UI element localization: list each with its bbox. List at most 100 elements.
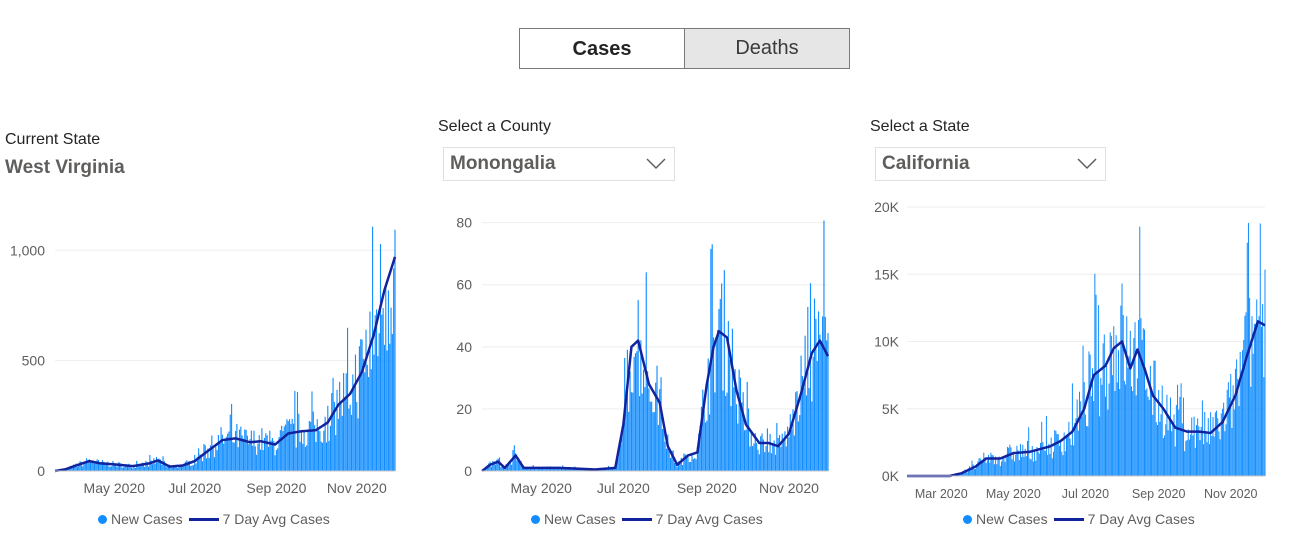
new-cases-bar: [507, 463, 509, 471]
new-cases-bar: [347, 327, 349, 471]
new-cases-bar: [103, 461, 105, 471]
new-cases-bar: [246, 435, 248, 471]
new-cases-bar: [302, 443, 304, 471]
new-cases-bar: [704, 422, 707, 471]
new-cases-bar: [225, 436, 227, 471]
new-cases-bar: [299, 441, 301, 471]
new-cases-bar: [68, 468, 71, 471]
state-dropdown[interactable]: California: [875, 147, 1106, 181]
new-cases-bar: [1138, 320, 1140, 476]
new-cases-bar: [59, 469, 61, 471]
new-cases-bar: [1151, 390, 1153, 476]
new-cases-bar: [567, 468, 569, 471]
new-cases-bar: [1195, 425, 1197, 476]
new-cases-bar: [267, 446, 270, 471]
new-cases-bar: [1088, 351, 1090, 476]
new-cases-bar: [714, 392, 716, 471]
new-cases-bar: [741, 402, 743, 471]
new-cases-bar: [173, 466, 175, 471]
new-cases-bar: [656, 365, 658, 471]
new-cases-bar: [605, 468, 607, 471]
new-cases-bar: [528, 467, 530, 471]
new-cases-bar: [67, 467, 69, 471]
county-dropdown[interactable]: Monongalia: [443, 147, 675, 181]
new-cases-bar: [1260, 326, 1262, 476]
deaths-tab[interactable]: Deaths: [685, 28, 850, 69]
x-tick-label: Jul 2020: [1062, 487, 1109, 501]
legend-avg-cases: 7 Day Avg Cases: [655, 511, 763, 527]
new-cases-bar: [186, 460, 188, 471]
new-cases-bar: [1084, 414, 1086, 476]
new-cases-bar: [1120, 305, 1122, 476]
new-cases-bar: [383, 344, 386, 471]
new-cases-bar: [574, 466, 576, 471]
new-cases-bar: [737, 423, 739, 471]
new-cases-bar: [490, 466, 492, 471]
avg-legend-marker: [1053, 517, 1084, 521]
new-cases-bar: [153, 458, 155, 471]
new-cases-bar: [748, 408, 750, 471]
new-cases-bar: [285, 424, 287, 471]
new-cases-bar: [170, 467, 172, 471]
new-cases-bar: [1198, 426, 1200, 476]
new-cases-bar: [1152, 414, 1154, 476]
new-cases-bar: [188, 461, 190, 471]
y-tick-label: 5K: [882, 401, 900, 417]
new-cases-bar: [594, 469, 596, 471]
new-cases-bar: [807, 306, 809, 471]
new-cases-bar: [991, 454, 993, 476]
new-cases-bar: [281, 425, 283, 471]
cases-tab[interactable]: Cases: [519, 28, 685, 69]
new-cases-bar: [1262, 304, 1264, 476]
legend-new-cases: New Cases: [976, 511, 1048, 527]
new-cases-bar: [289, 419, 291, 471]
new-cases-bar: [1190, 434, 1192, 476]
new-cases-bar: [1030, 459, 1032, 476]
new-cases-bar: [975, 468, 977, 476]
new-cases-bar: [113, 463, 115, 471]
avg-legend-marker: [188, 517, 219, 521]
new-cases-bar: [1197, 418, 1199, 476]
new-cases-bar: [1258, 316, 1260, 476]
new-cases-bar: [520, 461, 522, 471]
new-cases-bar: [63, 469, 65, 471]
new-cases-bar: [989, 462, 991, 476]
new-cases-bar: [62, 469, 64, 471]
new-cases-bar: [387, 290, 389, 471]
new-cases-bar: [571, 469, 573, 471]
new-cases-bar: [1001, 461, 1003, 476]
new-cases-bar: [319, 431, 321, 471]
new-cases-bar: [78, 464, 80, 471]
new-cases-bar: [1154, 360, 1156, 476]
new-cases-bar: [1167, 430, 1169, 476]
new-cases-bar: [824, 316, 826, 471]
new-cases-bar: [262, 450, 264, 471]
new-cases-bar: [993, 464, 995, 476]
new-cases-bar: [1225, 424, 1227, 476]
new-cases-bar: [1213, 436, 1215, 476]
new-cases-bar: [602, 468, 604, 471]
new-cases-bar: [743, 430, 746, 471]
new-cases-bar: [659, 389, 661, 471]
new-cases-bar: [1006, 446, 1008, 476]
new-cases-bar: [983, 452, 985, 476]
new-cases-bar: [990, 452, 992, 476]
new-cases-bar: [734, 368, 736, 471]
new-cases-bar: [314, 425, 316, 471]
new-cases-bar: [195, 463, 197, 471]
legend-new-cases: New Cases: [544, 511, 616, 527]
new-cases-bar: [1067, 435, 1069, 476]
new-cases-bar: [242, 438, 245, 471]
new-cases-bar: [362, 358, 364, 471]
new-cases-bar: [331, 393, 333, 471]
new-cases-bar: [816, 360, 818, 471]
new-cases-bar: [572, 469, 575, 471]
new-cases-bar: [1086, 426, 1088, 476]
new-cases-bar: [1186, 440, 1188, 476]
new-cases-bar: [673, 463, 676, 471]
new-cases-bar: [124, 464, 126, 471]
new-cases-bar: [773, 440, 775, 471]
new-cases-bar: [1192, 435, 1194, 476]
new-cases-bar: [1156, 424, 1158, 476]
new-cases-bar: [248, 444, 250, 471]
